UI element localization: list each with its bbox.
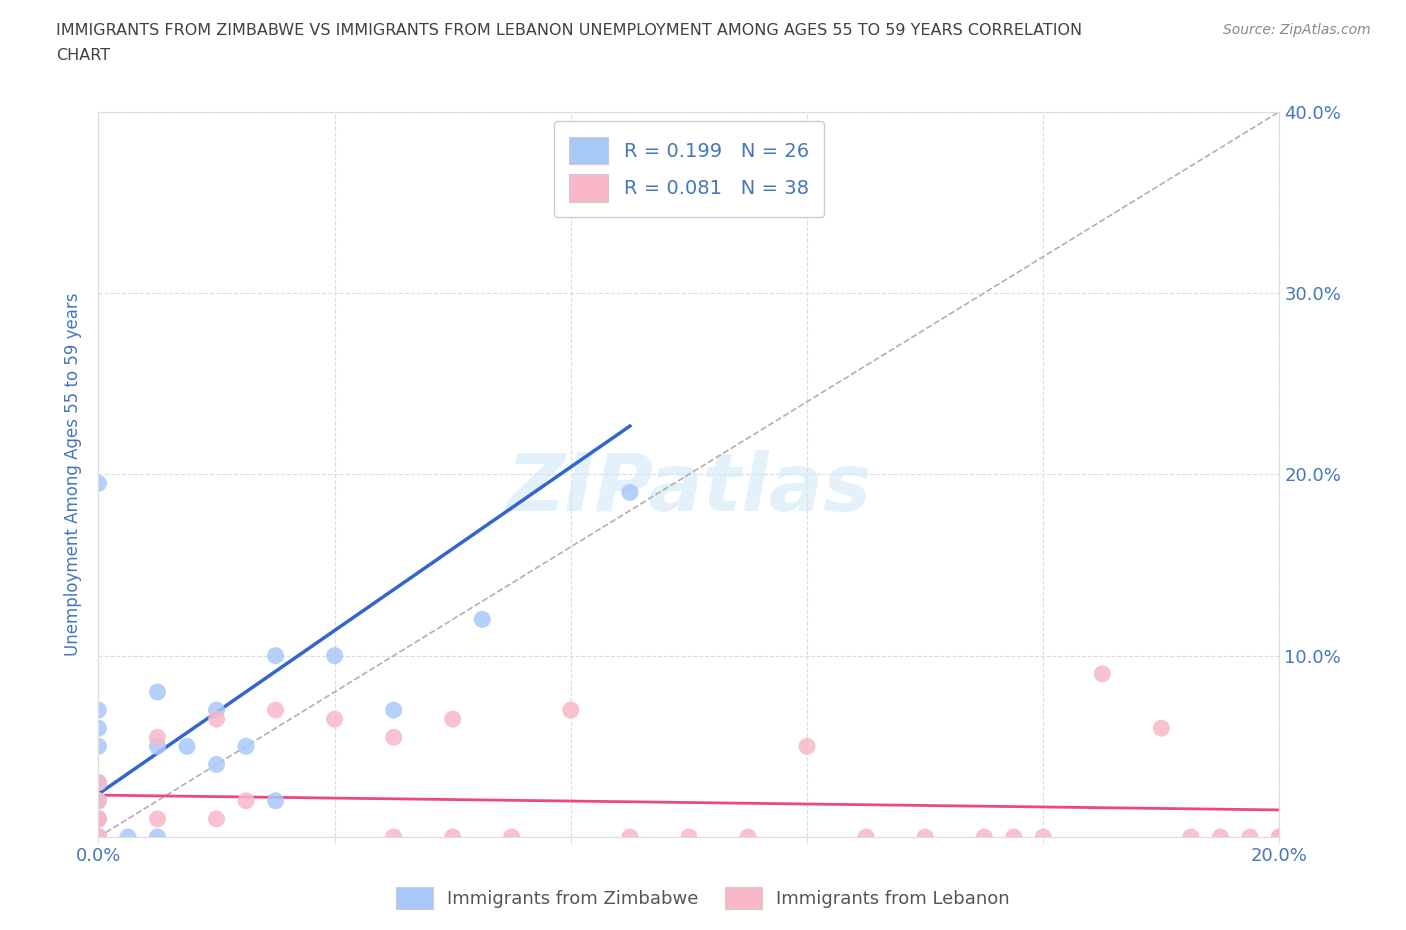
Point (382, 703, 405, 718)
Point (560, 703, 582, 718)
Point (146, 738, 169, 753)
Point (87, 830, 110, 844)
Point (205, 757, 228, 772)
Point (87, 830, 110, 844)
Point (146, 730, 169, 745)
Point (1180, 830, 1202, 844)
Point (973, 830, 995, 844)
Y-axis label: Unemployment Among Ages 55 to 59 years: Unemployment Among Ages 55 to 59 years (65, 293, 83, 656)
Legend: Immigrants from Zimbabwe, Immigrants from Lebanon: Immigrants from Zimbabwe, Immigrants fro… (389, 880, 1017, 916)
Text: IMMIGRANTS FROM ZIMBABWE VS IMMIGRANTS FROM LEBANON UNEMPLOYMENT AMONG AGES 55 T: IMMIGRANTS FROM ZIMBABWE VS IMMIGRANTS F… (56, 23, 1083, 38)
Point (87, 811, 110, 827)
Point (1239, 830, 1261, 844)
Point (205, 711, 228, 726)
Point (1150, 721, 1173, 736)
Point (1002, 830, 1025, 844)
Point (914, 830, 936, 844)
Point (855, 830, 877, 844)
Point (87, 830, 110, 844)
Point (87, 830, 110, 844)
Point (1032, 830, 1054, 844)
Point (589, 140, 612, 155)
Text: Source: ZipAtlas.com: Source: ZipAtlas.com (1223, 23, 1371, 37)
Point (737, 830, 759, 844)
Point (87, 811, 110, 827)
Point (87, 776, 110, 790)
Point (87, 830, 110, 844)
Point (87, 830, 110, 844)
Point (87, 811, 110, 827)
Point (441, 711, 464, 726)
Point (264, 648, 287, 663)
Point (146, 684, 169, 699)
Point (235, 793, 257, 808)
Point (264, 793, 287, 808)
Point (87, 830, 110, 844)
Point (205, 703, 228, 718)
Text: CHART: CHART (56, 48, 110, 63)
Point (323, 711, 346, 726)
Point (87, 776, 110, 790)
Point (1268, 830, 1291, 844)
Point (382, 730, 405, 745)
Point (87, 738, 110, 753)
Point (1091, 666, 1114, 681)
Point (235, 738, 257, 753)
Point (176, 738, 198, 753)
Point (1268, 830, 1291, 844)
Point (678, 830, 700, 844)
Point (87, 476, 110, 491)
Point (87, 830, 110, 844)
Point (501, 830, 523, 844)
Point (1209, 830, 1232, 844)
Point (323, 648, 346, 663)
Point (87, 703, 110, 718)
Point (471, 612, 494, 627)
Point (87, 830, 110, 844)
Point (264, 703, 287, 718)
Point (87, 793, 110, 808)
Point (619, 830, 641, 844)
Point (796, 738, 818, 753)
Point (117, 830, 139, 844)
Point (205, 811, 228, 827)
Point (146, 811, 169, 827)
Point (382, 830, 405, 844)
Point (146, 830, 169, 844)
Point (87, 721, 110, 736)
Text: ZIPatlas: ZIPatlas (506, 450, 872, 528)
Point (87, 793, 110, 808)
Legend: R = 0.199   N = 26, R = 0.081   N = 38: R = 0.199 N = 26, R = 0.081 N = 38 (554, 121, 824, 218)
Point (441, 830, 464, 844)
Point (619, 485, 641, 500)
